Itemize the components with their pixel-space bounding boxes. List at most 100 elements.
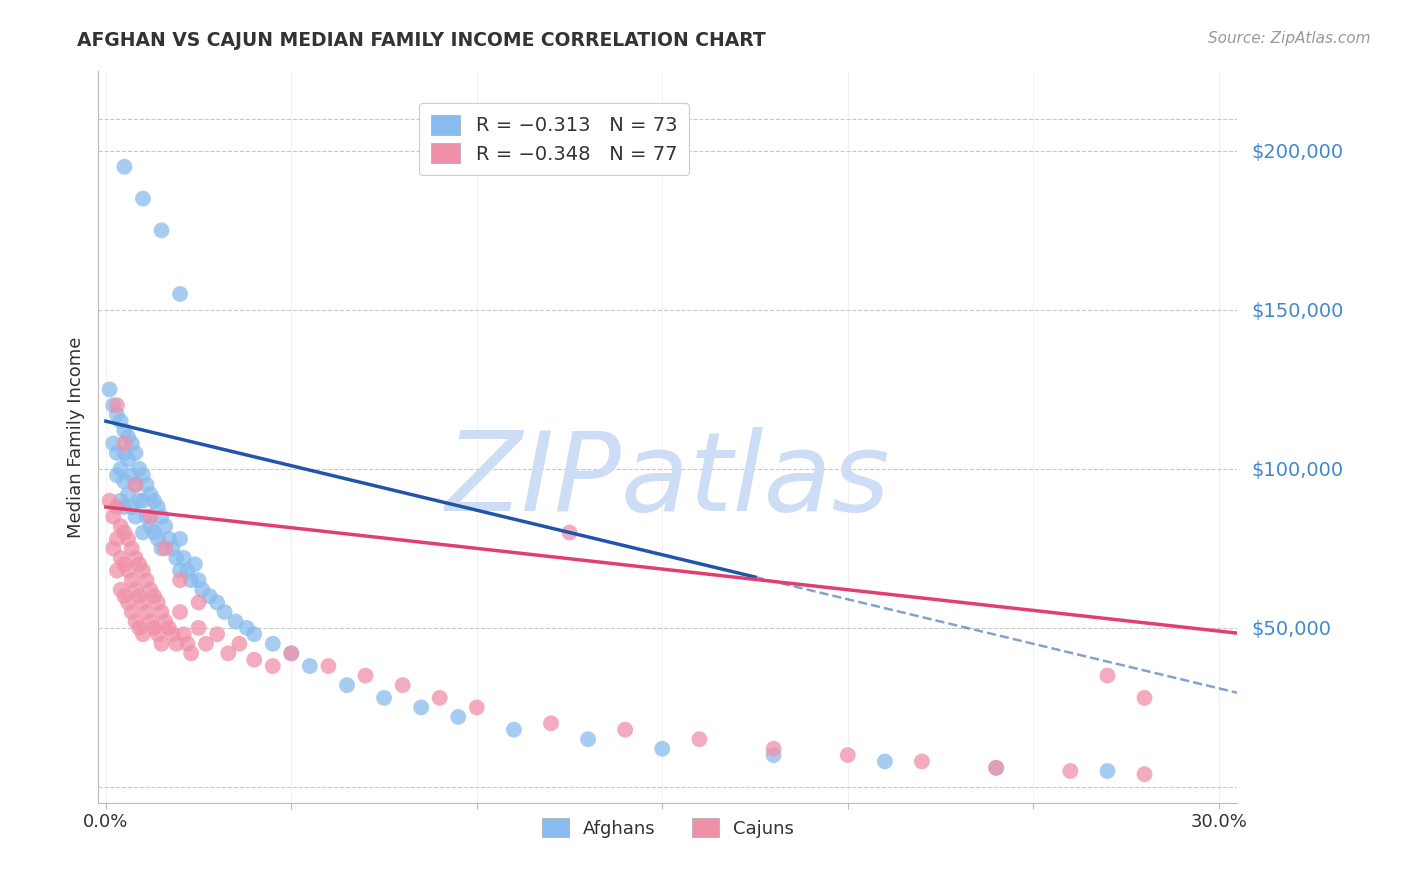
Point [558,525,581,540]
Point [762,748,785,763]
Point [132,525,155,540]
Point [176,564,198,578]
Point [110,493,132,508]
Point [98,383,121,397]
Point [1097,668,1119,682]
Point [165,550,187,565]
Legend: Afghans, Cajuns: Afghans, Cajuns [534,811,801,845]
Point [121,573,143,587]
Point [391,678,413,692]
Point [112,160,135,174]
Point [184,558,207,572]
Point [132,192,155,206]
Point [105,564,128,578]
Point [112,500,135,514]
Point [540,716,562,731]
Point [911,755,934,769]
Point [143,525,166,540]
Point [132,468,155,483]
Point [217,646,239,660]
Point [139,519,162,533]
Point [112,446,135,460]
Point [411,700,433,714]
Point [198,589,221,603]
Point [1097,764,1119,778]
Point [128,621,150,635]
Point [169,532,191,546]
Point [225,615,247,629]
Point [187,595,209,609]
Point [169,573,191,587]
Point [117,452,139,467]
Point [191,582,214,597]
Point [576,732,599,747]
Point [651,741,673,756]
Point [214,605,236,619]
Point [139,509,162,524]
Point [112,525,135,540]
Point [354,668,377,682]
Point [139,487,162,501]
Point [1059,764,1081,778]
Point [318,659,340,673]
Point [157,532,180,546]
Point [262,659,284,673]
Point [132,595,155,609]
Point [150,605,173,619]
Point [117,487,139,501]
Point [146,500,169,514]
Text: ZIPatlas: ZIPatlas [446,427,890,534]
Point [143,621,166,635]
Point [143,493,166,508]
Point [121,605,143,619]
Point [135,509,157,524]
Point [837,748,859,763]
Point [150,541,173,556]
Point [117,532,139,546]
Point [150,509,173,524]
Point [228,637,250,651]
Point [143,589,166,603]
Text: Source: ZipAtlas.com: Source: ZipAtlas.com [1208,31,1371,46]
Point [447,710,470,724]
Point [153,519,176,533]
Point [112,475,135,489]
Point [103,509,125,524]
Point [336,678,359,692]
Point [195,637,218,651]
Point [117,595,139,609]
Point [103,398,125,412]
Point [128,493,150,508]
Point [762,741,785,756]
Point [162,627,184,641]
Point [150,637,173,651]
Point [110,582,132,597]
Point [139,582,162,597]
Point [162,541,184,556]
Point [110,462,132,476]
Point [243,653,266,667]
Point [1133,767,1156,781]
Point [105,398,128,412]
Point [146,627,169,641]
Point [132,627,155,641]
Point [124,477,146,491]
Point [124,550,146,565]
Point [110,550,132,565]
Point [146,532,169,546]
Point [132,564,155,578]
Point [205,595,228,609]
Point [180,646,202,660]
Point [153,615,176,629]
Point [105,500,128,514]
Point [176,637,198,651]
Point [110,519,132,533]
Point [503,723,526,737]
Point [157,621,180,635]
Point [105,408,128,422]
Y-axis label: Median Family Income: Median Family Income [66,336,84,538]
Point [105,446,128,460]
Point [112,558,135,572]
Point [373,690,395,705]
Point [103,436,125,450]
